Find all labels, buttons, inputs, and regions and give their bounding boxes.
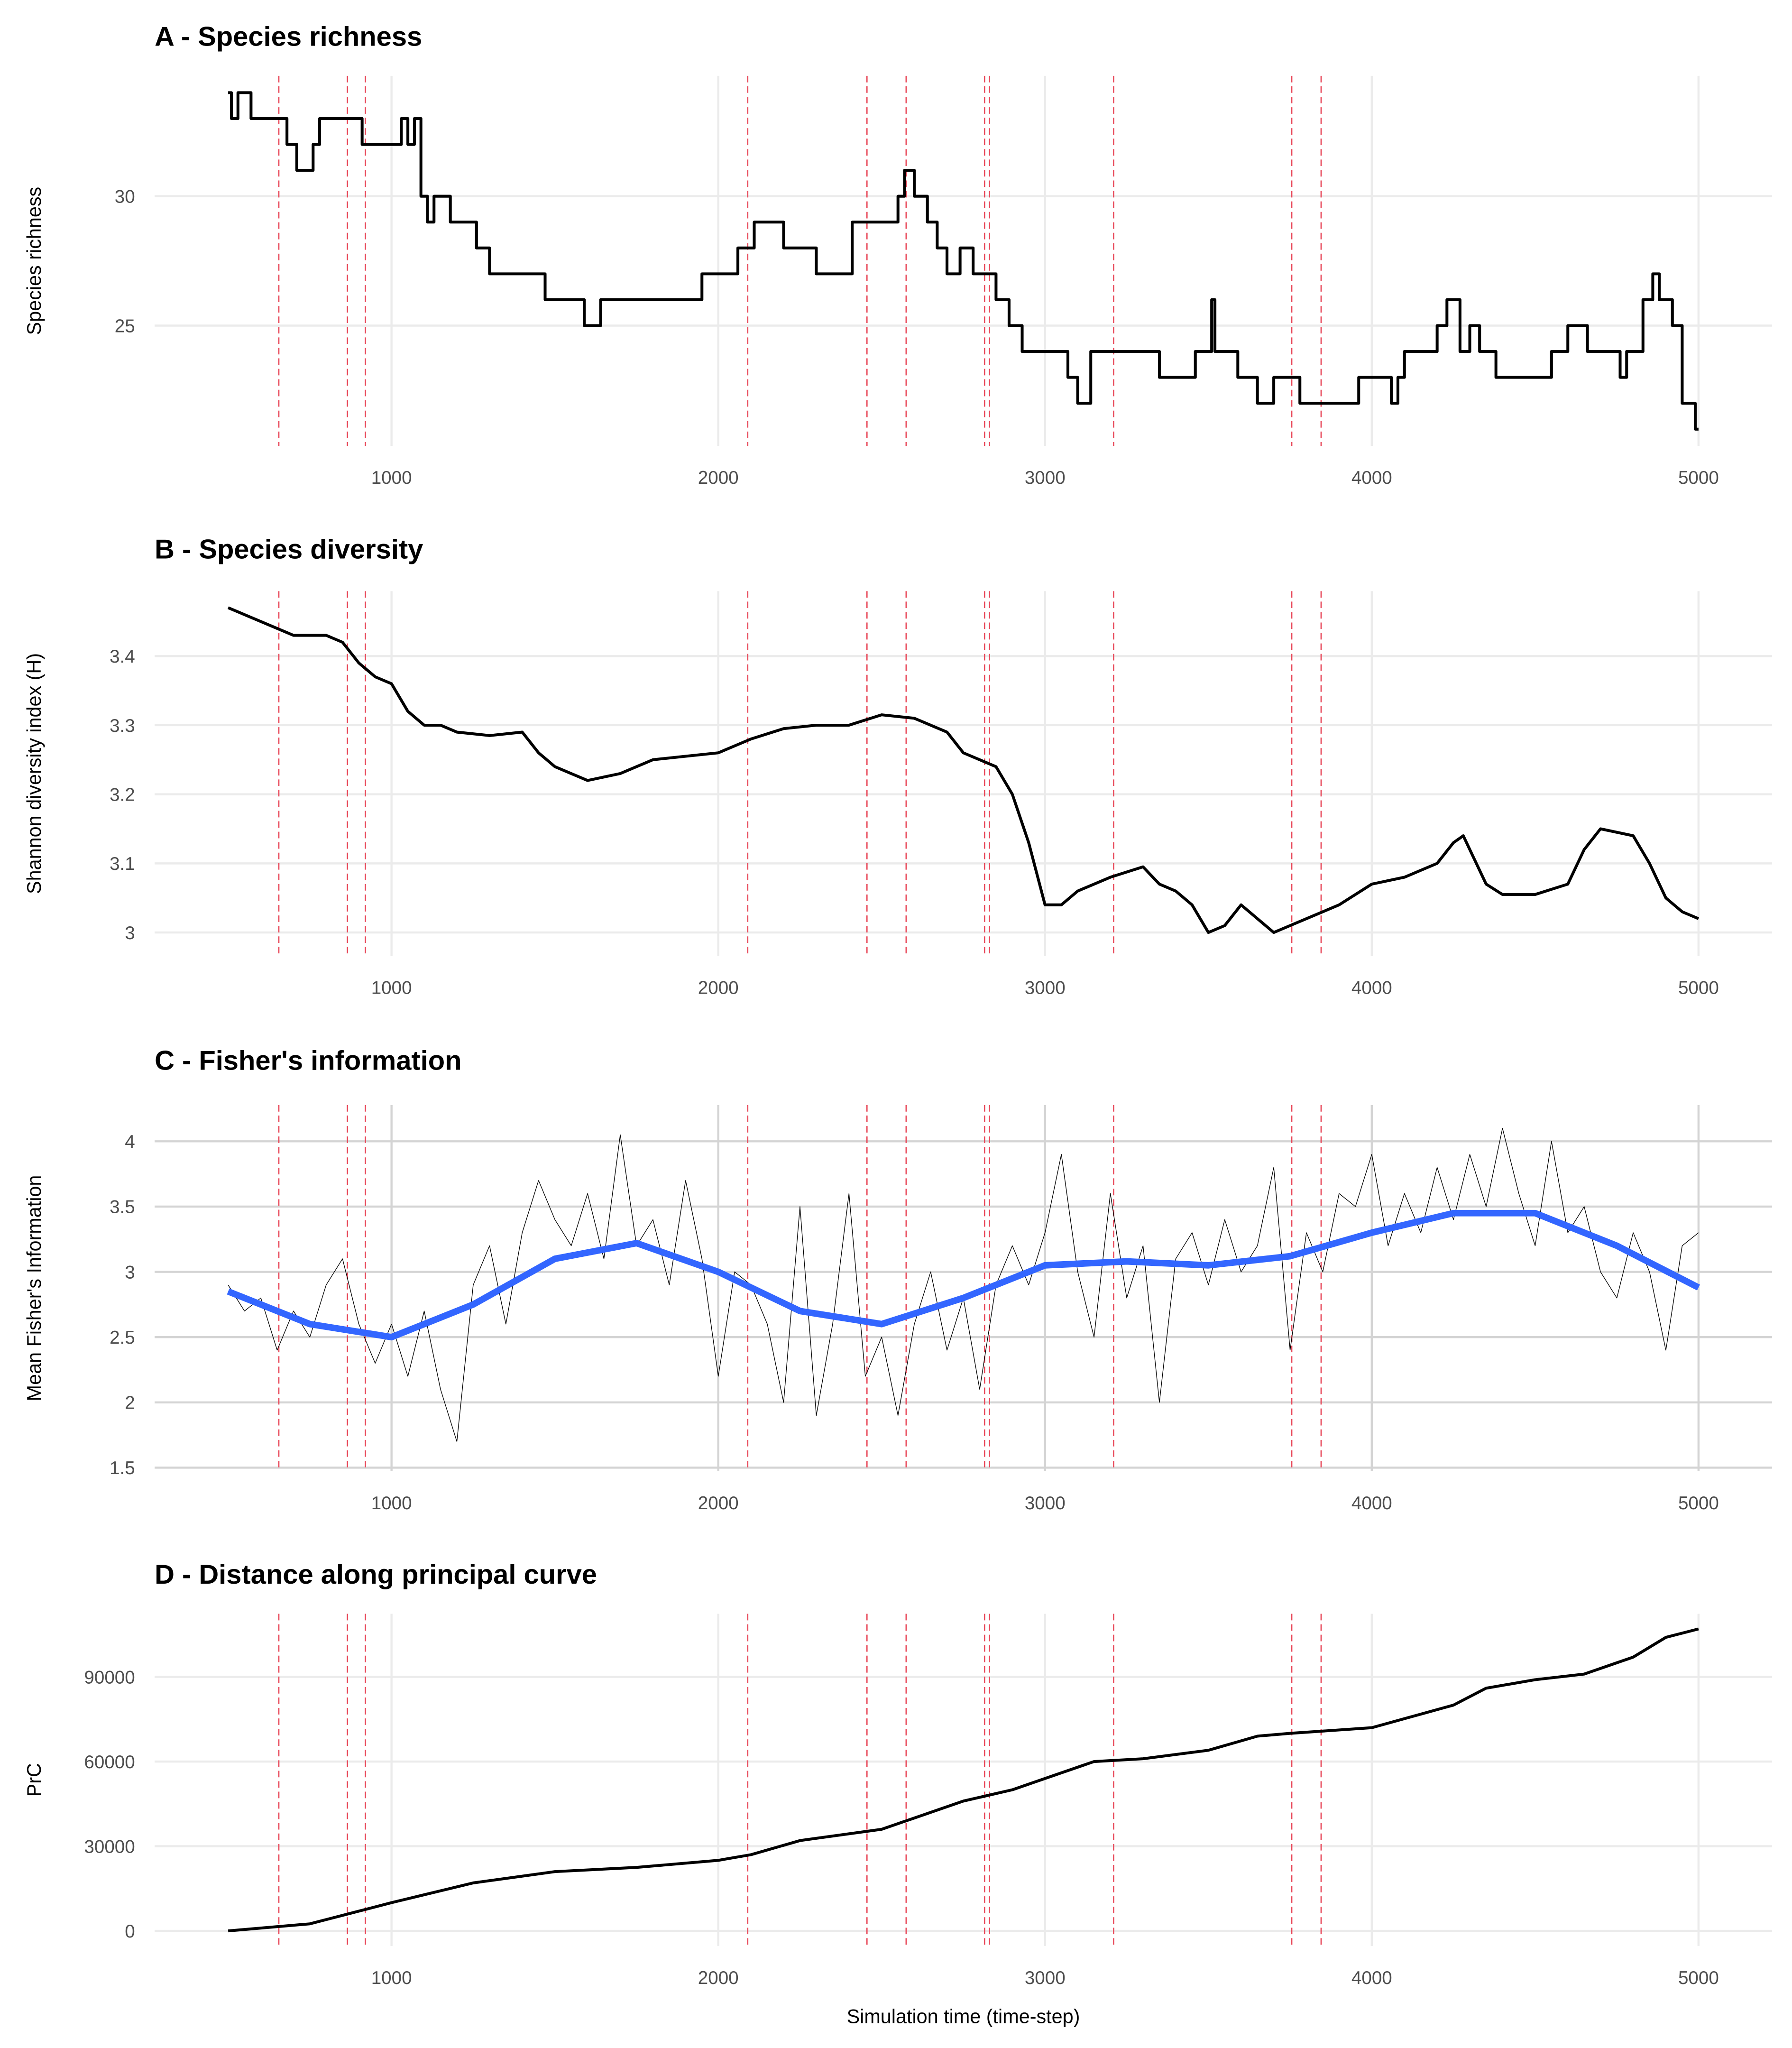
y-tick-label: 3 [125,1262,135,1282]
data-line [228,1128,1699,1442]
data-line [228,1627,1699,1933]
x-tick-label: 1000 [371,1493,412,1513]
x-tick-label: 1000 [371,1968,412,1988]
x-tick-label: 3000 [1025,1493,1066,1513]
y-tick-label: 60000 [84,1752,135,1772]
x-tick-label: 5000 [1678,978,1719,998]
y-tick-label: 30000 [84,1836,135,1857]
y-axis-title: Mean Fisher's Information [23,1175,45,1402]
x-tick-label: 5000 [1678,1493,1719,1513]
y-tick-label: 2.5 [110,1328,135,1348]
y-tick-label: 25 [115,316,135,336]
x-tick-label: 3000 [1025,1968,1066,1988]
x-tick-label: 5000 [1678,1968,1719,1988]
x-tick-label: 3000 [1025,978,1066,998]
y-axis-title: PrC [23,1763,45,1797]
y-tick-label: 0 [125,1921,135,1942]
data-line [227,1209,1700,1341]
data-line [227,606,1700,934]
panel-title: C - Fisher's information [155,1046,461,1076]
data-line [228,91,1699,431]
y-tick-label: 3.1 [110,854,135,874]
y-tick-label: 4 [125,1132,135,1152]
y-tick-label: 90000 [84,1667,135,1688]
x-tick-label: 2000 [698,1968,739,1988]
y-axis-title: Species richness [23,187,45,335]
panel-title: D - Distance along principal curve [155,1559,597,1590]
y-tick-label: 3.4 [110,646,135,667]
x-tick-label: 2000 [698,1493,739,1513]
x-tick-label: 1000 [371,468,412,488]
y-tick-label: 3.5 [110,1197,135,1218]
x-tick-label: 5000 [1678,468,1719,488]
x-tick-label: 2000 [698,468,739,488]
y-tick-label: 3.3 [110,716,135,736]
x-tick-label: 4000 [1351,468,1392,488]
x-tick-label: 4000 [1351,1968,1392,1988]
x-tick-label: 1000 [371,978,412,998]
y-tick-label: 3.2 [110,784,135,805]
panel-title: B - Species diversity [155,534,423,564]
x-tick-label: 2000 [698,978,739,998]
panel-title: A - Species richness [155,22,422,52]
y-tick-label: 30 [115,186,135,207]
y-tick-label: 2 [125,1393,135,1413]
y-tick-label: 1.5 [110,1458,135,1478]
y-tick-label: 3 [125,923,135,943]
x-axis-title: Simulation time (time-step) [847,2006,1080,2028]
y-axis-title: Shannon diversity index (H) [23,653,45,894]
x-tick-label: 3000 [1025,468,1066,488]
x-tick-label: 4000 [1351,978,1392,998]
x-tick-label: 4000 [1351,1493,1392,1513]
